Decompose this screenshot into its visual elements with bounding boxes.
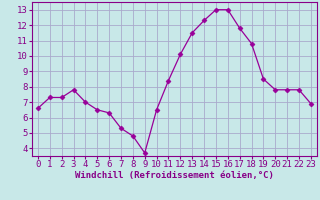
X-axis label: Windchill (Refroidissement éolien,°C): Windchill (Refroidissement éolien,°C) bbox=[75, 171, 274, 180]
